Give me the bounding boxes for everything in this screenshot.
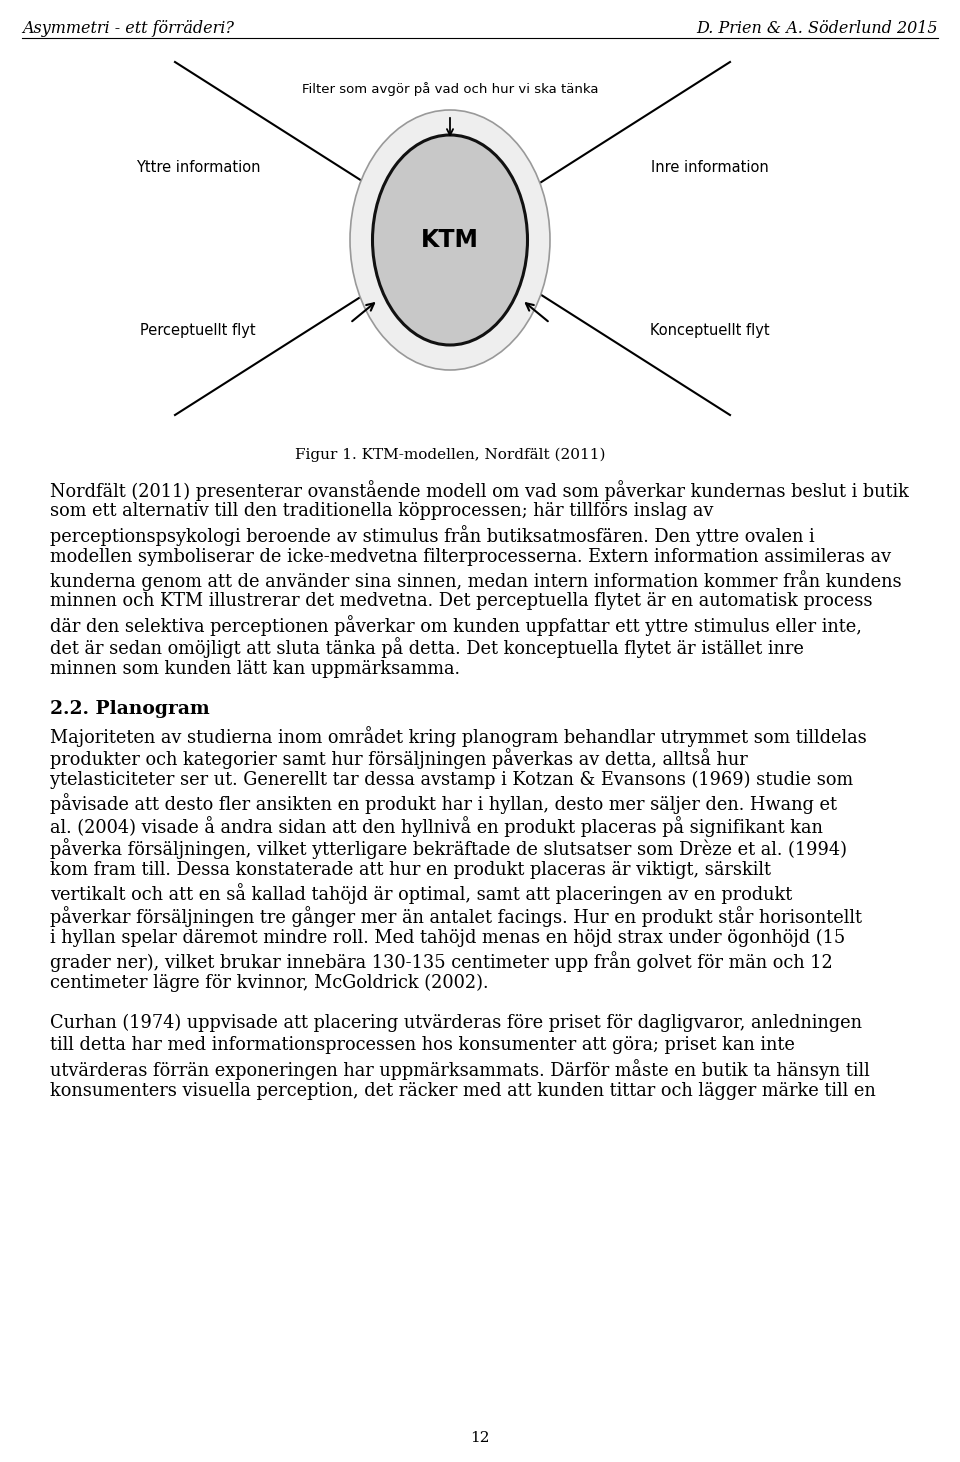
Ellipse shape [372,135,527,345]
Text: grader ner), vilket brukar innebära 130-135 centimeter upp från golvet för män o: grader ner), vilket brukar innebära 130-… [50,950,832,972]
Text: konsumenters visuella perception, det räcker med att kunden tittar och lägger mä: konsumenters visuella perception, det rä… [50,1082,876,1099]
Text: vertikalt och att en så kallad tahöjd är optimal, samt att placeringen av en pro: vertikalt och att en så kallad tahöjd är… [50,883,792,905]
Text: 2.2. Planogram: 2.2. Planogram [50,700,209,718]
Text: påverka försäljningen, vilket ytterligare bekräftade de slutsatser som Drèze et : påverka försäljningen, vilket ytterligar… [50,839,847,860]
Text: utvärderas förrän exponeringen har uppmärksammats. Därför måste en butik ta häns: utvärderas förrän exponeringen har uppmä… [50,1058,870,1080]
Text: centimeter lägre för kvinnor, McGoldrick (2002).: centimeter lägre för kvinnor, McGoldrick… [50,974,489,991]
Text: Nordfält (2011) presenterar ovanstående modell om vad som påverkar kundernas bes: Nordfält (2011) presenterar ovanstående … [50,480,909,501]
Text: där den selektiva perceptionen påverkar om kunden uppfattar ett yttre stimulus e: där den selektiva perceptionen påverkar … [50,616,862,636]
Text: Asymmetri - ett förräderi?: Asymmetri - ett förräderi? [22,20,234,37]
Text: 12: 12 [470,1431,490,1444]
Text: Inre information: Inre information [651,161,769,175]
Text: påverkar försäljningen tre gånger mer än antalet facings. Hur en produkt står ho: påverkar försäljningen tre gånger mer än… [50,906,862,927]
Ellipse shape [350,110,550,370]
Text: minnen och KTM illustrerar det medvetna. Det perceptuella flytet är en automatis: minnen och KTM illustrerar det medvetna.… [50,592,873,611]
Text: produkter och kategorier samt hur försäljningen påverkas av detta, alltså hur: produkter och kategorier samt hur försäl… [50,749,748,769]
Text: till detta har med informationsprocessen hos konsumenter att göra; priset kan in: till detta har med informationsprocessen… [50,1037,795,1054]
Text: Figur 1. KTM-modellen, Nordfält (2011): Figur 1. KTM-modellen, Nordfält (2011) [295,447,605,462]
Text: Filter som avgör på vad och hur vi ska tänka: Filter som avgör på vad och hur vi ska t… [301,82,598,96]
Text: modellen symboliserar de icke-medvetna filterprocesserna. Extern information ass: modellen symboliserar de icke-medvetna f… [50,547,891,566]
Text: kom fram till. Dessa konstaterade att hur en produkt placeras är viktigt, särski: kom fram till. Dessa konstaterade att hu… [50,861,771,879]
Text: kunderna genom att de använder sina sinnen, medan intern information kommer från: kunderna genom att de använder sina sinn… [50,570,901,591]
Text: Curhan (1974) uppvisade att placering utvärderas före priset för dagligvaror, an: Curhan (1974) uppvisade att placering ut… [50,1015,862,1032]
Text: i hyllan spelar däremot mindre roll. Med tahöjd menas en höjd strax under ögonhö: i hyllan spelar däremot mindre roll. Med… [50,928,845,947]
Text: Yttre information: Yttre information [135,161,260,175]
Text: ytelasticiteter ser ut. Generellt tar dessa avstamp i Kotzan & Evansons (1969) s: ytelasticiteter ser ut. Generellt tar de… [50,770,853,789]
Text: påvisade att desto fler ansikten en produkt har i hyllan, desto mer säljer den. : påvisade att desto fler ansikten en prod… [50,794,837,814]
Text: D. Prien & A. Söderlund 2015: D. Prien & A. Söderlund 2015 [697,20,938,37]
Text: som ett alternativ till den traditionella köpprocessen; här tillförs inslag av: som ett alternativ till den traditionell… [50,503,713,520]
Text: Majoriteten av studierna inom området kring planogram behandlar utrymmet som til: Majoriteten av studierna inom området kr… [50,727,867,747]
Text: Konceptuellt flyt: Konceptuellt flyt [650,323,770,338]
Text: det är sedan omöjligt att sluta tänka på detta. Det konceptuella flytet är istäl: det är sedan omöjligt att sluta tänka på… [50,637,804,658]
Text: KTM: KTM [421,228,479,251]
Text: minnen som kunden lätt kan uppmärksamma.: minnen som kunden lätt kan uppmärksamma. [50,659,460,678]
Text: al. (2004) visade å andra sidan att den hyllnivå en produkt placeras på signifik: al. (2004) visade å andra sidan att den … [50,816,823,836]
Text: Perceptuellt flyt: Perceptuellt flyt [140,323,255,338]
Text: perceptionspsykologi beroende av stimulus från butiksatmosfären. Den yttre ovale: perceptionspsykologi beroende av stimulu… [50,525,815,545]
